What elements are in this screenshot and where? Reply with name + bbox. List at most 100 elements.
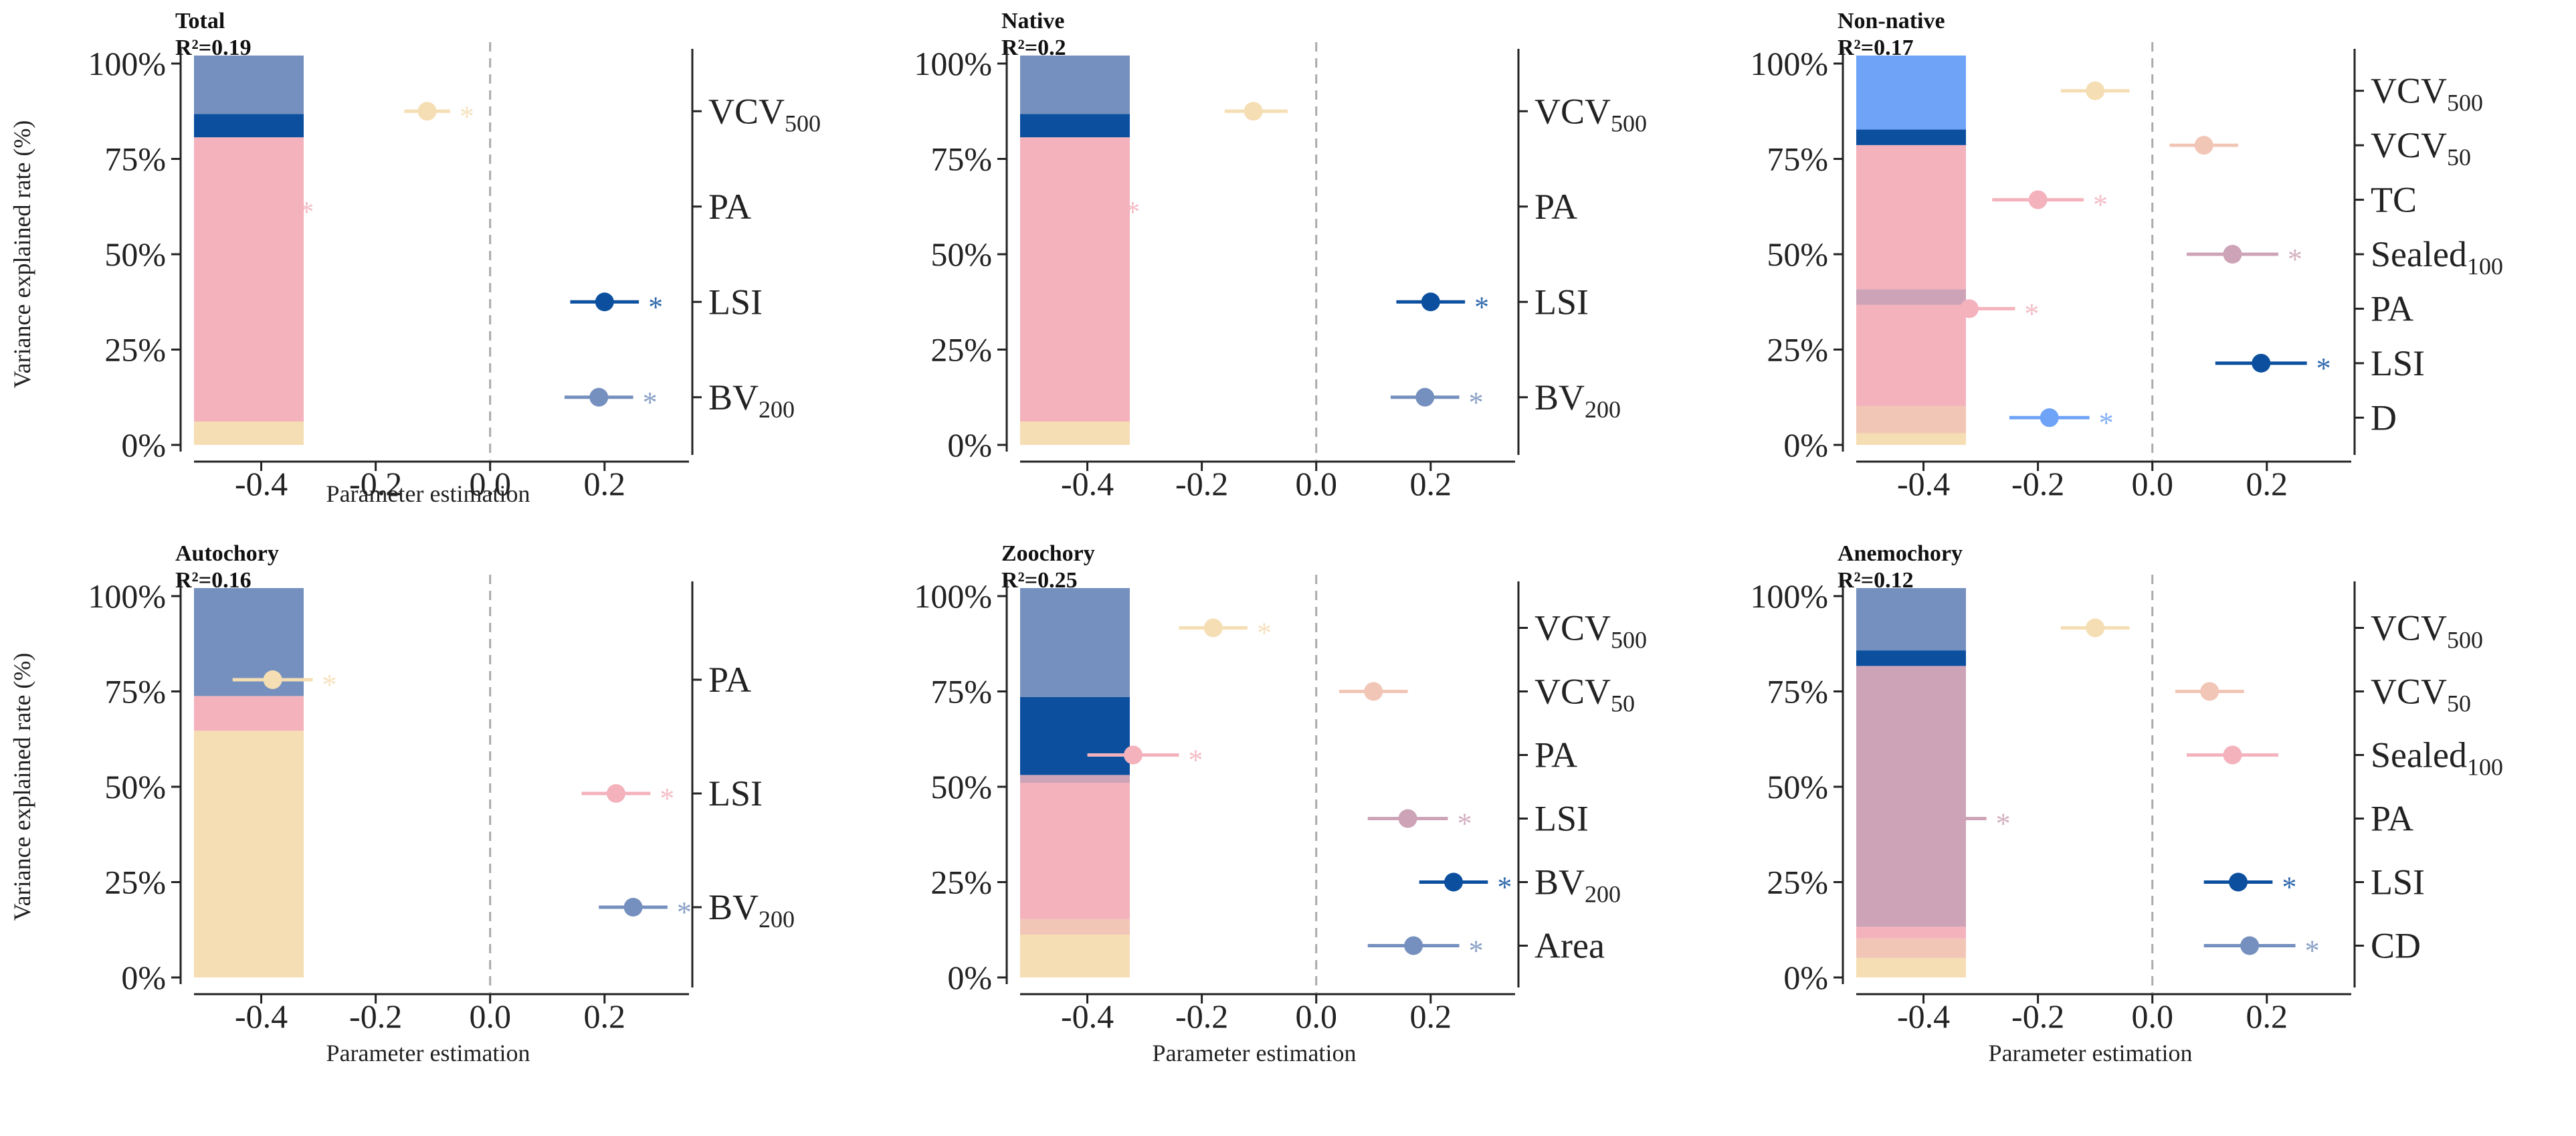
pct-tick-label: 75% [1767,673,1828,711]
significance-star: * [643,386,658,419]
significance-star: * [1469,935,1484,967]
estimate-point [417,102,437,121]
estimate-point [2040,408,2059,428]
predictor-label: PA [1534,735,1577,775]
x-tick-label: 0.0 [2131,465,2173,502]
pct-tick-label: 100% [88,577,166,615]
estimate-point [1404,936,1423,955]
estimate-bv200: BV200 * [1390,377,1621,423]
estimate-sealed100: Sealed100 * [2187,234,2503,280]
predictor-label: PA [708,187,751,227]
bar-segment-lsi [194,114,304,138]
predictor-label-base: Sealed [2371,234,2467,274]
bar-segment-pa [1856,927,1966,939]
estimate-lsi: LSI * [570,282,763,323]
estimate-point [2223,745,2242,765]
predictor-label-subscript: 500 [1611,627,1647,654]
bar-segment-lsi [1856,650,1966,666]
estimate-pa: PA * [1047,187,1577,228]
predictor-label-subscript: 200 [759,396,795,423]
estimate-point [1123,745,1143,765]
predictor-label-subscript: 500 [1611,110,1647,136]
estimate-pa: LSI * [581,773,763,815]
significance-star: * [648,290,663,323]
pct-tick-label: 75% [1767,140,1828,178]
significance-star: * [1497,871,1512,904]
bar-segment-pa [1856,145,1966,290]
bar-segment-sealed100 [1856,289,1966,305]
predictor-label-subscript: 200 [759,906,795,933]
predictor-label-base: CD [2371,926,2421,966]
predictor-label: VCV50 [2371,672,2471,717]
estimate-point [1421,292,1440,312]
predictor-label: LSI [2371,343,2425,383]
x-tick-label: -0.4 [1061,465,1114,502]
predictor-label: Sealed100 [2371,234,2503,280]
estimate-point [263,670,282,689]
estimate-point [2252,353,2271,373]
significance-star: * [2099,406,2114,439]
estimate-point [2223,245,2242,264]
predictor-label-base: PA [2371,799,2413,839]
predictor-label-base: D [2371,397,2397,438]
pct-tick-label: 0% [947,426,992,464]
predictor-label-base: BV [708,377,759,417]
predictor-label: Area [1534,926,1605,966]
estimate-pa: PA * [1923,288,2413,330]
predictor-label-base: PA [1534,735,1577,775]
predictor-label-subscript: 50 [2447,144,2471,171]
estimate-vcv50: VCV50 [2175,672,2471,717]
bar-segment-vcv500 [1020,934,1130,977]
significance-star: * [1474,290,1489,323]
significance-star: * [2024,297,2039,330]
predictor-label: VCV500 [1534,91,1647,136]
significance-star: * [660,782,674,815]
x-tick-label: -0.2 [1175,998,1228,1035]
pct-tick-label: 50% [104,768,166,806]
y-axis-title: Variance explained rate (%) [9,653,35,921]
bar-segment-lsi [1020,114,1130,138]
pct-tick-label: 25% [930,864,992,901]
predictor-label-subscript: 100 [2467,253,2503,280]
x-tick-label: -0.2 [349,465,402,502]
bar-segment-vcv50 [1856,405,1966,434]
pct-tick-label: 0% [121,426,166,464]
predictor-label-base: TC [2371,180,2417,220]
x-axis-title: Parameter estimation [326,480,530,507]
estimate-point [1244,102,1263,121]
significance-star: * [1457,808,1472,840]
significance-star: * [1257,617,1272,650]
pct-tick-label: 25% [1767,864,1828,901]
bar-segment-vcv500 [1856,433,1966,445]
bar-segment-bv200 [194,588,304,696]
bar-segment-bv200 [1020,56,1130,114]
pct-tick-label: 0% [1783,959,1828,996]
predictor-label: LSI [708,773,763,814]
x-tick-label: -0.4 [235,465,288,502]
predictor-label: VCV50 [2371,125,2471,171]
bar-segment-vcv500 [1020,421,1130,445]
predictor-label-base: PA [708,660,751,700]
predictor-label: TC [2371,180,2417,220]
x-tick-label: 0.2 [2246,998,2288,1035]
estimate-cd: CD * [2203,926,2421,967]
estimate-point [1072,197,1091,216]
predictor-label-base: Sealed [2371,735,2467,775]
estimate-point [606,784,625,803]
estimate-bv200: BV200 * [564,377,795,423]
predictor-label: Sealed100 [2371,735,2503,781]
estimate-vcv500: VCV500 [2060,608,2483,654]
significance-star: * [322,668,337,701]
estimate-vcv50: VCV50 [2169,125,2471,171]
estimate-lsi: LSI * [2215,343,2425,385]
x-tick-label: -0.2 [1175,465,1228,502]
significance-star: * [299,195,314,228]
bar-segment-d [1856,56,1966,130]
pct-tick-label: 0% [1783,426,1828,464]
estimate-point [252,197,271,216]
estimate-vcv500: VCV500 [1224,91,1647,136]
predictor-label: PA [2371,288,2413,328]
